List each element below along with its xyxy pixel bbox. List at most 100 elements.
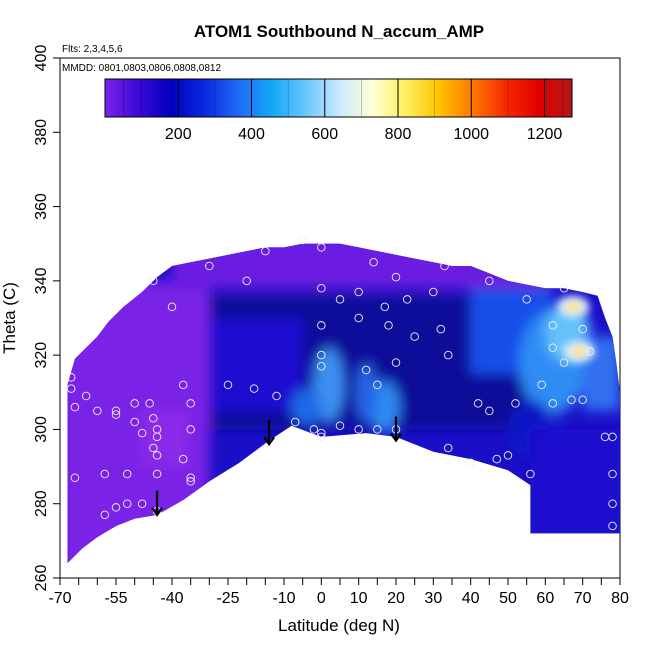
x-axis: -70 -55 -40 -25 -10 0 10 20 30 40 50 60 70 80 — [48, 578, 629, 607]
sample-point — [122, 469, 132, 479]
sample-point — [559, 358, 569, 367]
sample-point — [410, 332, 419, 341]
sample-point — [608, 499, 617, 508]
x-tick-label: 80 — [611, 590, 629, 607]
sample-point — [526, 469, 535, 479]
sample-point — [186, 399, 195, 408]
curtain-patch — [172, 243, 553, 289]
sample-point — [548, 343, 558, 352]
sample-point — [567, 395, 576, 404]
hotspots — [557, 295, 595, 363]
sample-point — [186, 425, 195, 434]
sample-point — [100, 469, 110, 479]
sample-point — [391, 358, 401, 367]
sample-point — [585, 347, 595, 356]
sample-point — [436, 324, 446, 334]
x-tick-label: -70 — [48, 590, 71, 607]
arrow-head — [263, 436, 275, 447]
sample-point — [122, 499, 132, 508]
arrow-markers — [151, 416, 402, 517]
colorbar-tick-label: 200 — [165, 126, 192, 143]
sample-point — [186, 473, 195, 482]
arrow-head — [151, 507, 163, 517]
x-tick-label: 10 — [350, 590, 368, 607]
sample-point — [309, 425, 319, 434]
y-tick-label: 380 — [33, 119, 50, 146]
flights-note: Flts: 2,3,4,5,6 — [62, 44, 123, 55]
sample-point — [473, 399, 483, 408]
sample-point — [578, 324, 587, 334]
y-tick-label: 320 — [33, 342, 50, 369]
sample-point — [149, 276, 158, 286]
colorbar-tick-label: 800 — [385, 126, 412, 143]
sample-point — [81, 391, 91, 401]
sample-point — [440, 261, 449, 271]
x-tick-label: 50 — [499, 590, 517, 607]
sample-point — [178, 454, 188, 464]
sample-point — [429, 287, 438, 297]
sample-point — [317, 432, 326, 442]
sample-point — [298, 235, 307, 245]
sample-point — [111, 503, 121, 512]
sample-point — [485, 406, 494, 416]
sample-point — [317, 321, 326, 330]
sample-point — [223, 380, 233, 390]
sample-point — [100, 510, 110, 520]
sample-point — [261, 246, 270, 256]
sample-point — [373, 380, 382, 390]
sample-point — [249, 384, 259, 393]
sample-point — [335, 421, 345, 430]
sample-point — [242, 276, 251, 286]
sample-point — [354, 287, 363, 297]
sample-point — [130, 417, 139, 427]
sample-point — [152, 425, 162, 434]
sample-point — [137, 428, 147, 438]
colorbar-ticks: 200 400 600 800 1000 1200 — [123, 79, 564, 143]
sample-point — [466, 458, 475, 468]
sample-points — [66, 235, 617, 531]
sample-point — [66, 384, 76, 393]
sample-point — [335, 295, 345, 304]
x-tick-label: 40 — [462, 590, 480, 607]
sample-point — [503, 451, 513, 460]
sample-point — [186, 477, 195, 486]
y-tick-label: 360 — [33, 193, 50, 220]
sample-point — [111, 406, 121, 416]
sample-point — [149, 443, 158, 453]
sample-point — [130, 399, 139, 408]
sample-point — [354, 425, 363, 434]
sample-point — [317, 243, 326, 252]
x-tick-label: -40 — [160, 590, 183, 607]
y-tick-label: 300 — [33, 416, 50, 443]
sample-point — [402, 295, 412, 304]
sample-point — [152, 451, 162, 460]
y-tick-label: 400 — [33, 45, 50, 72]
x-axis-label: Latitude (deg N) — [278, 616, 400, 635]
y-tick-label: 340 — [33, 267, 50, 294]
sample-point — [317, 350, 326, 360]
curtain-patch — [530, 429, 620, 534]
dates-note: MMDD: 0801,0803,0806,0808,0812 — [62, 63, 221, 74]
colorbar-tick-label: 400 — [238, 126, 265, 143]
x-tick-label: 60 — [536, 590, 554, 607]
sample-point — [93, 406, 102, 416]
colorbar-tick-label: 1000 — [453, 126, 489, 143]
colorbar-tick-label: 1200 — [527, 126, 563, 143]
sample-point — [167, 302, 177, 312]
sample-point — [522, 295, 531, 304]
y-tick-label: 260 — [33, 565, 50, 592]
x-tick-label: 70 — [574, 590, 592, 607]
sample-point — [66, 373, 76, 382]
sample-point — [380, 302, 390, 312]
sample-point — [290, 417, 300, 427]
sample-point — [361, 365, 371, 375]
sample-point — [70, 473, 80, 482]
sample-point — [548, 321, 558, 330]
x-tick-label: 0 — [317, 590, 326, 607]
x-tick-label: -25 — [216, 590, 239, 607]
colorbar: 200 400 600 800 1000 1200 — [104, 78, 573, 143]
sample-point — [548, 399, 558, 408]
chart-title: ATOM1 Southbound N_accum_AMP — [194, 22, 484, 41]
curtain-patch — [142, 410, 187, 467]
sample-point — [608, 432, 617, 442]
